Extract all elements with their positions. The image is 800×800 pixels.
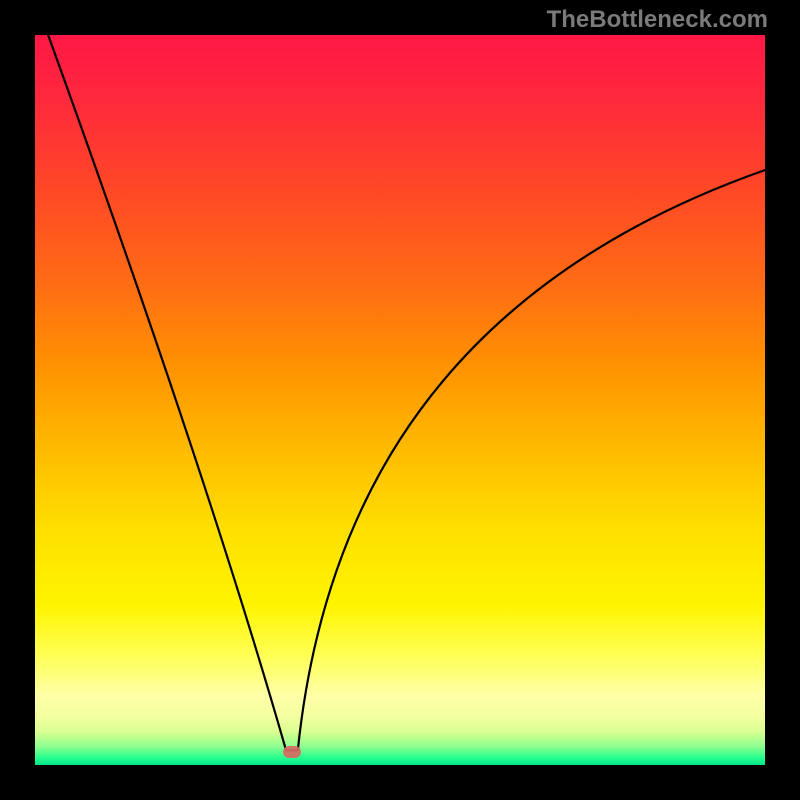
plot-area <box>35 35 765 765</box>
dip-marker <box>283 746 301 758</box>
chart-canvas: TheBottleneck.com <box>0 0 800 800</box>
watermark-text: TheBottleneck.com <box>547 6 768 34</box>
